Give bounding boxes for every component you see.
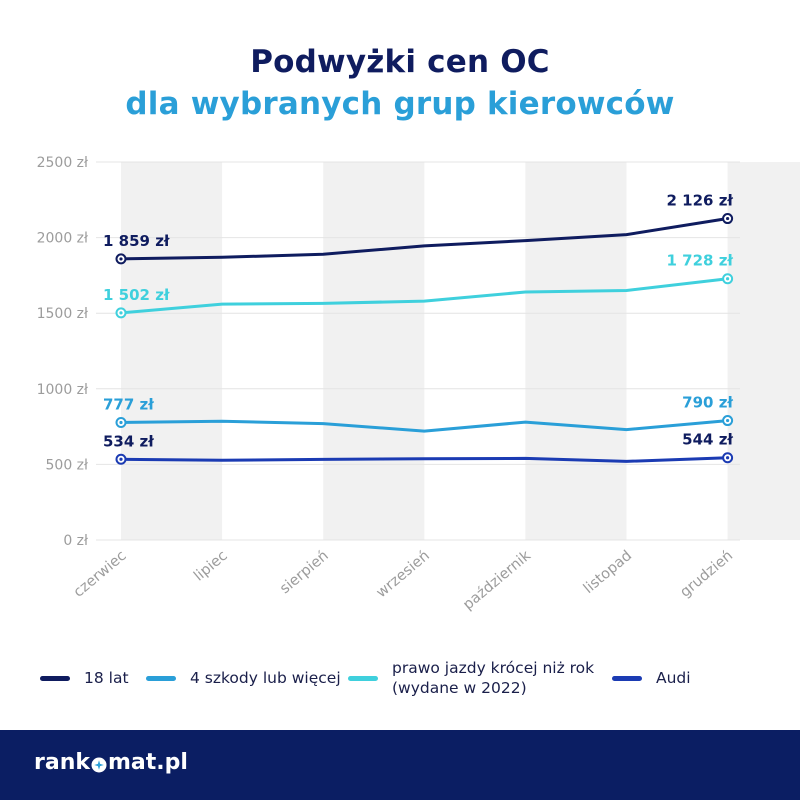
data-label: 777 zł xyxy=(103,396,154,414)
series-line xyxy=(119,456,730,463)
data-label: 1 502 zł xyxy=(103,286,170,304)
y-tick-label: 500 zł xyxy=(46,457,89,473)
legend-swatch xyxy=(348,675,378,681)
data-point-core xyxy=(726,277,730,281)
line-chart: 0 zł 500 zł 1000 zł 1500 zł 2000 zł 2500 zł cz… xyxy=(37,155,800,613)
column-band xyxy=(121,162,223,540)
logo-text-start: rank xyxy=(34,750,90,775)
series-line xyxy=(119,217,730,261)
x-tick-label: sierpień xyxy=(277,548,332,597)
y-tick-label: 2000 zł xyxy=(37,231,88,247)
x-tick-label: wrzesień xyxy=(374,548,433,601)
data-label: 544 zł xyxy=(682,431,733,449)
legend-label: Audi xyxy=(656,669,691,687)
x-tick-label: listopad xyxy=(581,548,635,597)
x-tick-label: lipiec xyxy=(191,548,231,585)
x-tick-label: październik xyxy=(460,547,534,613)
data-point-core xyxy=(119,257,123,261)
column-band xyxy=(323,162,425,540)
data-point-core xyxy=(726,418,730,423)
logo-text-end: mat.pl xyxy=(108,750,188,775)
chart-title: Podwyżki cen OC xyxy=(250,44,550,80)
brand-logo: rank mat.pl xyxy=(34,750,188,775)
legend-label: 18 lat xyxy=(84,669,129,687)
legend-swatch xyxy=(40,675,70,681)
data-point-core xyxy=(119,311,123,315)
legend-label: prawo jazdy krócej niż rok (wydane w 202… xyxy=(392,659,595,697)
chart-legend: 18 lat 4 szkody lub więcej prawo jazdy k… xyxy=(0,652,800,712)
column-band xyxy=(727,162,800,540)
x-tick-label: czerwiec xyxy=(71,548,130,601)
series-line xyxy=(119,277,730,315)
legend-item-4-szkody: 4 szkody lub więcej xyxy=(146,668,341,688)
data-label: 1 728 zł xyxy=(667,252,734,270)
legend-swatch xyxy=(146,675,176,681)
footer-bar: rank mat.pl xyxy=(0,730,800,800)
y-tick-label: 1000 zł xyxy=(37,382,88,398)
y-tick-label: 1500 zł xyxy=(37,306,88,322)
series-line xyxy=(119,419,730,433)
data-point-core xyxy=(119,420,123,425)
data-point-core xyxy=(119,457,123,461)
y-tick-label: 0 zł xyxy=(63,533,88,549)
data-point-core xyxy=(726,456,730,460)
logo-star-icon xyxy=(91,755,107,772)
data-label: 534 zł xyxy=(103,432,154,450)
data-label: 2 126 zł xyxy=(667,192,734,210)
legend-label: 4 szkody lub więcej xyxy=(190,669,341,687)
column-band xyxy=(525,162,627,540)
legend-swatch xyxy=(612,675,642,681)
legend-item-audi: Audi xyxy=(612,668,691,688)
data-label: 790 zł xyxy=(682,394,733,412)
y-tick-label: 2500 zł xyxy=(37,155,88,171)
data-point-core xyxy=(726,216,730,221)
legend-item-18-lat: 18 lat xyxy=(40,668,129,688)
x-tick-label: grudzień xyxy=(677,548,736,601)
data-label: 1 859 zł xyxy=(103,232,170,250)
chart-subtitle: dla wybranych grup kierowców xyxy=(125,86,675,122)
legend-item-prawo-jazdy: prawo jazdy krócej niż rok (wydane w 202… xyxy=(348,658,594,698)
